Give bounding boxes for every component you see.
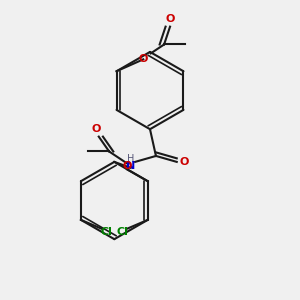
Text: O: O	[91, 124, 101, 134]
Text: O: O	[179, 157, 189, 167]
Text: O: O	[165, 14, 175, 24]
Text: N: N	[126, 161, 135, 171]
Text: Cl: Cl	[100, 227, 112, 237]
Text: O: O	[122, 161, 132, 171]
Text: Cl: Cl	[117, 227, 128, 237]
Text: H: H	[127, 154, 134, 164]
Text: O: O	[139, 54, 148, 64]
